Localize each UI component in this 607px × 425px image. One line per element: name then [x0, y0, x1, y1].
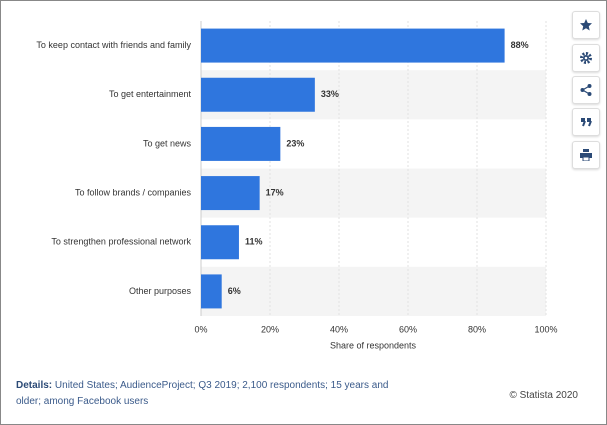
y-tick-label: To strengthen professional network — [51, 237, 191, 247]
row-band — [201, 266, 546, 316]
data-label: 17% — [266, 187, 284, 197]
y-tick-label: To get news — [143, 138, 192, 148]
bar — [201, 176, 260, 211]
favorite-button[interactable] — [572, 11, 600, 39]
share-button[interactable] — [572, 76, 600, 104]
data-label: 33% — [321, 89, 339, 99]
y-tick-label: To follow brands / companies — [75, 187, 192, 197]
settings-button[interactable] — [572, 44, 600, 72]
x-tick-label: 20% — [261, 324, 279, 334]
x-tick-label: 40% — [330, 324, 348, 334]
y-tick-label: Other purposes — [129, 286, 192, 296]
x-tick-label: 100% — [534, 324, 557, 334]
data-label: 88% — [511, 40, 529, 50]
y-tick-label: To keep contact with friends and family — [36, 40, 191, 50]
y-tick-label: To get entertainment — [109, 89, 192, 99]
x-tick-label: 80% — [468, 324, 486, 334]
bar — [201, 274, 222, 309]
print-button[interactable] — [572, 141, 600, 169]
cite-button[interactable] — [572, 108, 600, 136]
x-axis-label: Share of respondents — [330, 340, 417, 350]
data-label: 23% — [286, 138, 304, 148]
x-tick-label: 60% — [399, 324, 417, 334]
chart: Share of respondents 0% 20% 40% 60% 80% 100% T… — [36, 21, 558, 350]
bar — [201, 225, 239, 260]
bar — [201, 126, 281, 161]
data-label: 6% — [228, 286, 241, 296]
bar — [201, 77, 315, 112]
bar — [201, 28, 505, 63]
details-label: Details: — [16, 380, 53, 391]
details: Details: United States; AudienceProject;… — [16, 378, 416, 410]
data-label: 11% — [245, 237, 263, 247]
details-text: United States; AudienceProject; Q3 2019;… — [16, 380, 389, 407]
x-tick-label: 0% — [194, 324, 207, 334]
source: © Statista 2020 — [509, 390, 578, 401]
